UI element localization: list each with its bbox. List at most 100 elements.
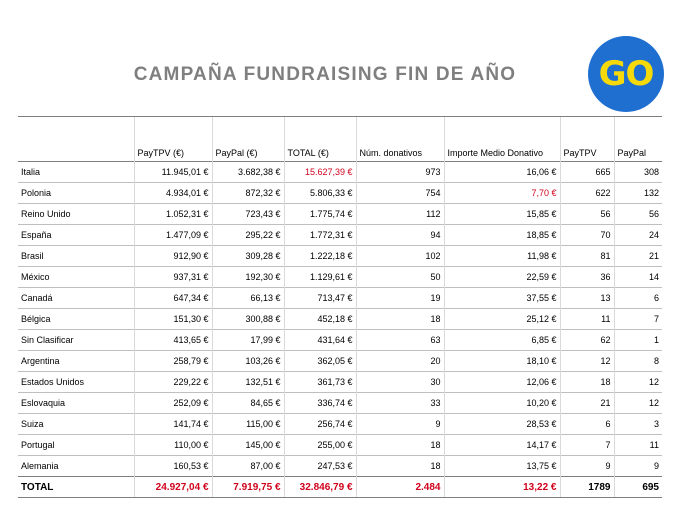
value-cell: 115,00 € — [211, 413, 284, 435]
value-cell: 18,85 € — [443, 224, 560, 246]
table-row: México 937,31 €192,30 €1.129,61 €50 22,59 … — [18, 266, 662, 288]
value-cell: 258,79 € — [133, 350, 212, 372]
value-cell: 70 — [559, 224, 614, 246]
value-cell: 1.477,09 € — [133, 224, 212, 246]
country-cell: México — [18, 266, 134, 288]
value-cell: 12 — [559, 350, 614, 372]
value-cell: 1.775,74 € — [283, 203, 356, 225]
country-cell: Suiza — [18, 413, 134, 435]
table-row: España 1.477,09 €295,22 €1.772,31 €94 18,8… — [18, 224, 662, 246]
value-cell: 18 — [355, 434, 444, 456]
value-cell: 8 — [613, 350, 662, 372]
value-cell: 15,85 € — [443, 203, 560, 225]
value-cell: 102 — [355, 245, 444, 267]
value-cell: 9 — [355, 413, 444, 435]
value-cell: 647,34 € — [133, 287, 212, 309]
country-cell: Reino Unido — [18, 203, 134, 225]
value-cell: 11 — [613, 434, 662, 456]
value-cell: 362,05 € — [283, 350, 356, 372]
value-cell: 6 — [613, 287, 662, 309]
value-cell: 3.682,38 € — [211, 161, 284, 183]
value-cell: 36 — [559, 266, 614, 288]
value-cell: 62 — [559, 329, 614, 351]
value-cell: 21 — [559, 392, 614, 414]
page-title: CAMPAÑA FUNDRAISING FIN DE AÑO — [133, 64, 517, 85]
value-cell: 7 — [559, 434, 614, 456]
value-cell: 21 — [613, 245, 662, 267]
value-cell: 14 — [613, 266, 662, 288]
country-cell: Alemania — [18, 455, 134, 477]
value-cell: 132 — [613, 182, 662, 204]
country-cell: España — [18, 224, 134, 246]
country-cell: Bélgica — [18, 308, 134, 330]
value-cell: 12,06 € — [443, 371, 560, 393]
value-cell: 112 — [355, 203, 444, 225]
value-cell: 754 — [355, 182, 444, 204]
table-row: Alemania 160,53 €87,00 €247,53 €18 13,75 €… — [18, 455, 662, 477]
table-row: Eslovaquia 252,09 €84,65 €336,74 €33 10,20… — [18, 392, 662, 414]
value-cell: 1.222,18 € — [283, 245, 356, 267]
column-header: PayTPV (€) — [133, 116, 212, 162]
value-cell: 18 — [355, 455, 444, 477]
value-cell: 84,65 € — [211, 392, 284, 414]
value-cell: 11,98 € — [443, 245, 560, 267]
value-cell: 192,30 € — [211, 266, 284, 288]
column-header: TOTAL (€) — [283, 116, 356, 162]
table-row: Italia 11.945,01 €3.682,38 €15.627,39 €97… — [18, 161, 662, 183]
value-cell: 308 — [613, 161, 662, 183]
value-cell: 5.806,33 € — [283, 182, 356, 204]
value-cell: 110,00 € — [133, 434, 212, 456]
value-cell: 9 — [613, 455, 662, 477]
value-cell: 56 — [559, 203, 614, 225]
total-value-cell: 1789 — [559, 476, 614, 498]
country-cell: Sin Clasificar — [18, 329, 134, 351]
table-row: Polonia 4.934,01 €872,32 €5.806,33 €754 7,… — [18, 182, 662, 204]
total-value-cell: 32.846,79 € — [283, 476, 356, 498]
value-cell: 452,18 € — [283, 308, 356, 330]
value-cell: 713,47 € — [283, 287, 356, 309]
value-cell: 1 — [613, 329, 662, 351]
table-row: Brasil 912,90 €309,28 €1.222,18 €102 11,98… — [18, 245, 662, 267]
value-cell: 17,99 € — [211, 329, 284, 351]
value-cell: 6,85 € — [443, 329, 560, 351]
value-cell: 1.052,31 € — [133, 203, 212, 225]
value-cell: 160,53 € — [133, 455, 212, 477]
total-value-cell: 2.484 — [355, 476, 444, 498]
value-cell: 1.129,61 € — [283, 266, 356, 288]
country-cell: Portugal — [18, 434, 134, 456]
logo-text: GO — [598, 54, 655, 94]
fundraising-table: PayTPV (€) PayPal (€) TOTAL (€) Núm. donati… — [18, 116, 662, 498]
total-label: TOTAL — [18, 476, 134, 498]
value-cell: 56 — [613, 203, 662, 225]
value-cell: 300,88 € — [211, 308, 284, 330]
table-row: Sin Clasificar 413,65 €17,99 €431,64 €63 6… — [18, 329, 662, 351]
value-cell: 252,09 € — [133, 392, 212, 414]
value-cell: 723,43 € — [211, 203, 284, 225]
column-header: PayPal (€) — [211, 116, 284, 162]
value-cell: 7,70 € — [443, 182, 560, 204]
value-cell: 22,59 € — [443, 266, 560, 288]
country-cell: Canadá — [18, 287, 134, 309]
value-cell: 12 — [613, 392, 662, 414]
country-cell: Estados Unidos — [18, 371, 134, 393]
value-cell: 50 — [355, 266, 444, 288]
value-cell: 10,20 € — [443, 392, 560, 414]
value-cell: 37,55 € — [443, 287, 560, 309]
value-cell: 247,53 € — [283, 455, 356, 477]
table-row: Canadá 647,34 €66,13 €713,47 €19 37,55 €13… — [18, 287, 662, 309]
value-cell: 145,00 € — [211, 434, 284, 456]
value-cell: 9 — [559, 455, 614, 477]
total-value-cell: 13,22 € — [443, 476, 560, 498]
country-cell: Italia — [18, 161, 134, 183]
value-cell: 3 — [613, 413, 662, 435]
table-row: Portugal 110,00 €145,00 €255,00 €18 14,17 … — [18, 434, 662, 456]
go-logo: GO — [588, 36, 664, 112]
value-cell: 255,00 € — [283, 434, 356, 456]
value-cell: 141,74 € — [133, 413, 212, 435]
total-row: TOTAL 24.927,04 €7.919,75 €32.846,79 €2.4… — [18, 476, 662, 498]
value-cell: 103,26 € — [211, 350, 284, 372]
value-cell: 15.627,39 € — [283, 161, 356, 183]
value-cell: 295,22 € — [211, 224, 284, 246]
country-cell: Argentina — [18, 350, 134, 372]
value-cell: 66,13 € — [211, 287, 284, 309]
